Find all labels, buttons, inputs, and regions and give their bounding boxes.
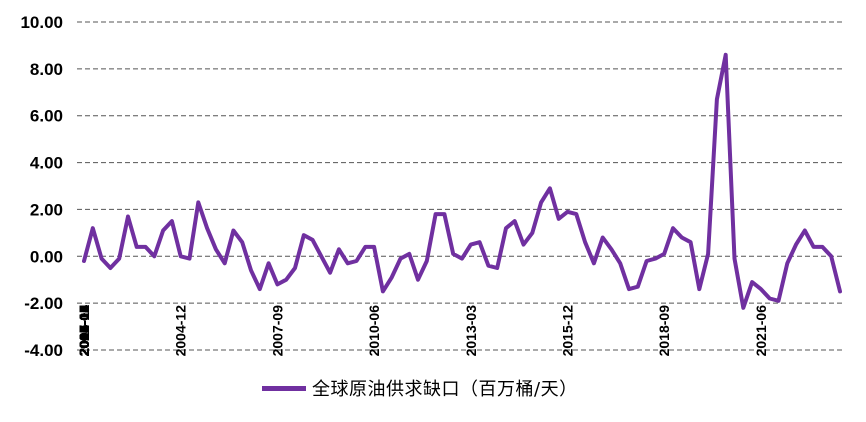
y-tick-label: 10.00 [20,13,63,32]
x-tick-label: 2023-04 [76,305,92,357]
x-tick-label: 2004-01 [76,305,92,357]
x-tick-label: 2019-08 [76,305,92,357]
x-tick-label: 2005-11 [76,305,92,356]
x-tick-label: 2010-06 [366,305,382,357]
x-tick-label: 2022-05 [76,305,92,357]
x-tick-label: 2017-10 [76,305,92,357]
legend-label: 全球原油供求缺口（百万桶/天） [312,379,578,400]
y-tick-label: -4.00 [24,341,63,360]
x-tick-label: 2003-02 [76,305,92,357]
legend: 全球原油供求缺口（百万桶/天） [262,375,578,401]
y-tick-label: -2.00 [24,294,63,313]
x-tick-label: 2012-04 [76,305,92,357]
x-tick-label: 2013-03 [463,305,479,357]
x-tick-label: 2014-02 [76,305,92,357]
x-tick-label: 2015-01 [76,305,92,357]
x-tick-label: 2018-09 [656,305,672,357]
x-tick-label: 2015-12 [559,305,575,357]
x-tick-label: 2016-11 [76,305,92,356]
x-tick-label: 2004-12 [173,305,189,357]
x-tick-label: 2007-09 [269,305,285,357]
x-tick-label: 2009-07 [76,305,92,357]
x-tick-label: 2011-05 [76,305,92,356]
y-tick-label: 2.00 [30,200,63,219]
legend-line-swatch [262,385,306,391]
y-tick-label: 6.00 [30,107,63,126]
x-tick-label: 2008-08 [76,305,92,357]
x-tick-label: 2002-03 [76,305,92,357]
x-tick-label: 2021-06 [753,305,769,357]
y-tick-label: 4.00 [30,154,63,173]
x-tick-label: 2020-07 [76,305,92,357]
y-tick-label: 8.00 [30,60,63,79]
y-tick-label: 0.00 [30,247,63,266]
x-tick-label: 2006-10 [76,305,92,357]
series-line [82,52,842,310]
